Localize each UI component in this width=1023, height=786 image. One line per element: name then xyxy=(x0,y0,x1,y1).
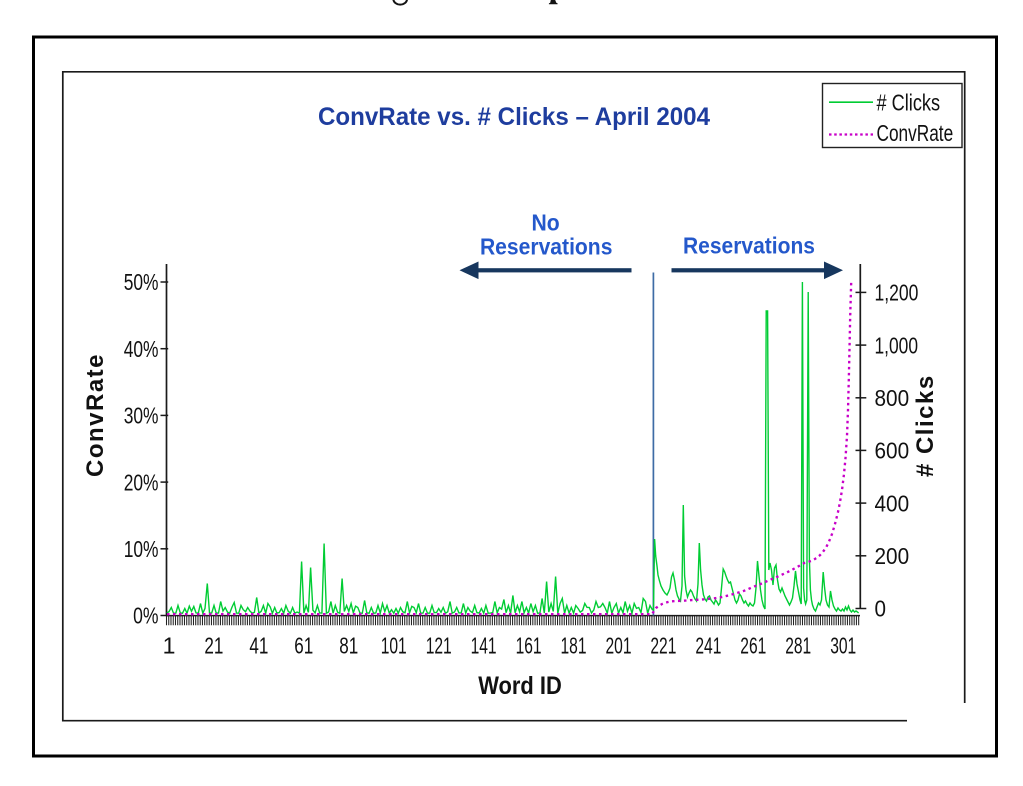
svg-text:201: 201 xyxy=(606,633,632,659)
svg-text:# Clicks: # Clicks xyxy=(912,374,939,477)
svg-text:221: 221 xyxy=(650,633,676,659)
svg-text:# Clicks: # Clicks xyxy=(877,89,941,115)
svg-text:No: No xyxy=(532,210,560,236)
svg-text:81: 81 xyxy=(339,633,358,659)
svg-text:10%: 10% xyxy=(124,536,159,562)
svg-text:1: 1 xyxy=(163,633,176,659)
svg-text:50%: 50% xyxy=(124,269,159,295)
svg-text:1,000: 1,000 xyxy=(875,332,919,358)
svg-text:400: 400 xyxy=(875,490,910,516)
svg-text:21: 21 xyxy=(204,633,223,659)
svg-text:1,200: 1,200 xyxy=(875,280,919,306)
svg-text:ConvRate: ConvRate xyxy=(877,120,954,146)
svg-text:101: 101 xyxy=(381,633,407,659)
svg-text:121: 121 xyxy=(426,633,452,659)
svg-text:301: 301 xyxy=(830,633,856,659)
svg-text:141: 141 xyxy=(471,633,497,659)
svg-text:ConvRate: ConvRate xyxy=(82,353,109,477)
svg-text:241: 241 xyxy=(695,633,721,659)
svg-text:0: 0 xyxy=(875,596,887,622)
svg-text:Reservations: Reservations xyxy=(683,233,815,259)
svg-text:30%: 30% xyxy=(124,403,159,429)
svg-text:181: 181 xyxy=(561,633,587,659)
svg-text:0%: 0% xyxy=(133,603,158,629)
svg-text:281: 281 xyxy=(785,633,811,659)
svg-text:800: 800 xyxy=(875,385,910,411)
svg-text:20%: 20% xyxy=(124,469,159,495)
svg-text:40%: 40% xyxy=(124,336,159,362)
svg-text:161: 161 xyxy=(516,633,542,659)
svg-text:ConvRate vs. # Clicks – April: ConvRate vs. # Clicks – April 2004 xyxy=(318,103,710,131)
svg-text:Reservations: Reservations xyxy=(480,234,613,260)
svg-text:41: 41 xyxy=(249,633,268,659)
svg-text:200: 200 xyxy=(875,543,910,569)
svg-text:Word ID: Word ID xyxy=(478,672,562,700)
svg-text:261: 261 xyxy=(740,633,766,659)
svg-text:61: 61 xyxy=(294,633,313,659)
svg-text:600: 600 xyxy=(875,438,910,464)
